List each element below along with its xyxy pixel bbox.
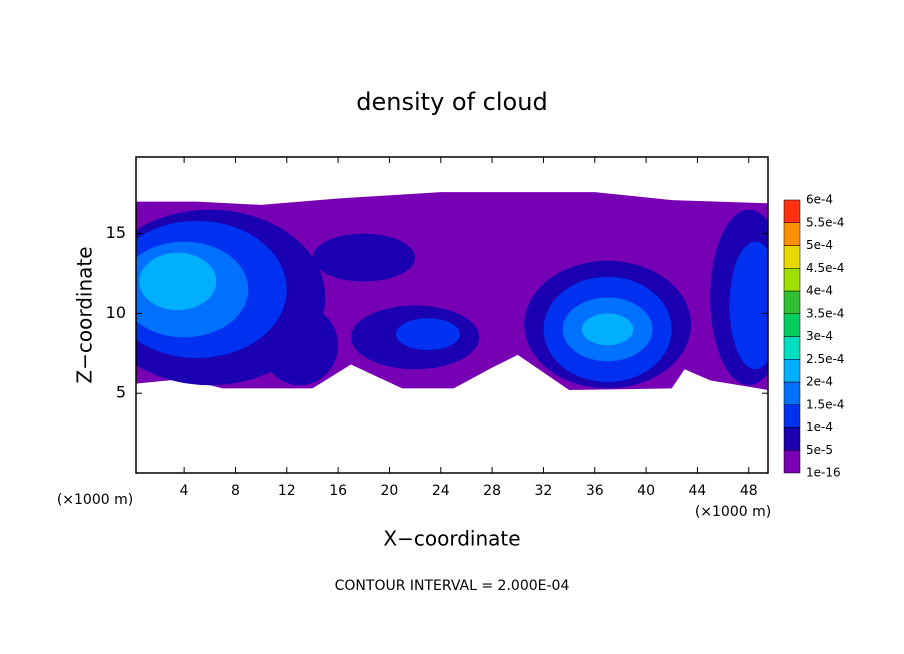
contour-region [581, 313, 634, 346]
colorbar-label: 1e-16 [806, 466, 841, 480]
colorbar-swatch [783, 268, 801, 292]
x-tick-label: 20 [381, 483, 399, 499]
colorbar-label: 6e-4 [806, 193, 833, 207]
colorbar-swatch [783, 222, 801, 246]
colorbar-label: 5e-4 [806, 238, 833, 252]
colorbar-swatch [783, 450, 801, 474]
y-tick-label: 15 [106, 223, 126, 242]
colorbar-swatch [783, 427, 801, 451]
x-tick-label: 44 [689, 483, 707, 499]
x-axis-label: X−coordinate [383, 527, 520, 551]
plot-frame [135, 156, 769, 474]
x-tick-label: 4 [180, 483, 189, 499]
contour-region [395, 318, 461, 351]
x-tick-label: 48 [740, 483, 758, 499]
colorbar-label: 3e-4 [806, 329, 833, 343]
colorbar-label: 1.5e-4 [806, 397, 844, 411]
x-tick-label: 32 [535, 483, 553, 499]
y-tick-label: 5 [116, 383, 126, 402]
colorbar-label: 3.5e-4 [806, 306, 844, 320]
y-axis-label: Z−coordinate [73, 246, 97, 383]
colorbar-label: 4e-4 [806, 284, 833, 298]
x-tick-label: 8 [231, 483, 240, 499]
y-tick-label: 10 [106, 303, 126, 322]
x-tick-label: 40 [637, 483, 655, 499]
x-unit-label: (×1000 m) [695, 504, 771, 520]
colorbar-swatch [783, 336, 801, 360]
contour-region [312, 233, 416, 282]
colorbar-label: 5e-5 [806, 443, 833, 457]
colorbar-label: 4.5e-4 [806, 261, 844, 275]
y-unit-label: (×1000 m) [57, 492, 133, 508]
x-tick-label: 12 [278, 483, 296, 499]
x-tick-label: 16 [329, 483, 347, 499]
colorbar-label: 2.5e-4 [806, 352, 844, 366]
x-tick-label: 36 [586, 483, 604, 499]
x-tick-label: 28 [483, 483, 501, 499]
colorbar-swatch [783, 404, 801, 428]
colorbar-swatch [783, 290, 801, 314]
colorbar-swatch [783, 245, 801, 269]
colorbar-label: 5.5e-4 [806, 215, 844, 229]
colorbar-swatch [783, 381, 801, 405]
colorbar-swatch [783, 199, 801, 223]
contour-region [139, 252, 217, 311]
colorbar-label: 1e-4 [806, 420, 833, 434]
colorbar-swatch [783, 313, 801, 337]
contour-region [729, 241, 768, 370]
x-tick-label: 24 [432, 483, 450, 499]
colorbar-label: 2e-4 [806, 375, 833, 389]
contour-region [261, 305, 339, 386]
footer-note: CONTOUR INTERVAL = 2.000E-04 [335, 578, 570, 594]
contour-field [136, 192, 768, 391]
colorbar-swatch [783, 359, 801, 383]
chart-title: density of cloud [356, 88, 547, 116]
